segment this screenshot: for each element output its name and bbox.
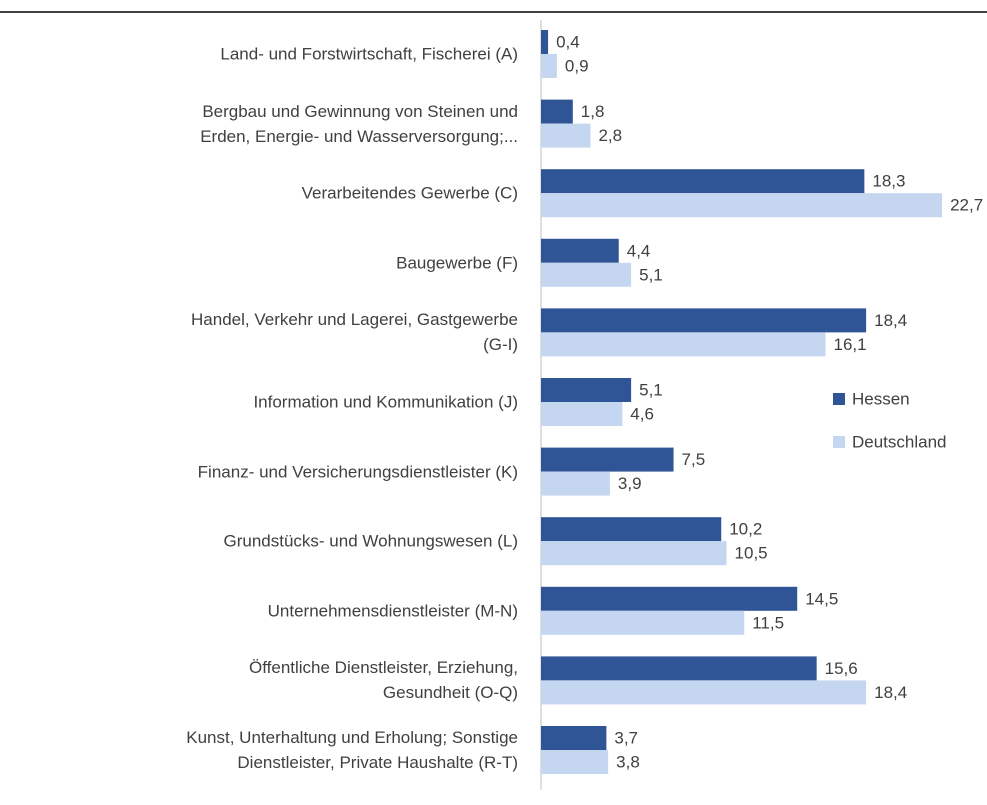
value-label: 14,5 (805, 589, 838, 608)
bar (541, 30, 549, 54)
value-label: 18,4 (874, 311, 907, 330)
category-label: Bergbau und Gewinnung von Steinen und Er… (200, 101, 518, 146)
value-label: 3,7 (614, 728, 638, 747)
bar (541, 680, 867, 705)
value-label: 1,8 (581, 102, 605, 121)
bar (541, 332, 826, 357)
bar (541, 610, 745, 635)
legend-label: Hessen (852, 389, 910, 408)
category-label: Baugewerbe (F) (396, 253, 518, 273)
value-label: 11,5 (752, 613, 784, 632)
bar (541, 541, 727, 566)
value-label: 4,6 (630, 404, 654, 423)
bar (541, 378, 632, 402)
bar (541, 471, 610, 496)
bar (541, 262, 632, 287)
bar (541, 169, 865, 194)
bar (541, 238, 619, 263)
bar (541, 750, 609, 774)
category-label: Öffentliche Dienstleister, Erziehung, Ge… (249, 658, 518, 703)
bar (541, 308, 867, 333)
value-label: 3,8 (616, 752, 640, 771)
value-label: 22,7 (950, 196, 983, 215)
value-label: 2,8 (598, 126, 622, 145)
value-label: 5,1 (639, 380, 663, 399)
legend-swatch (833, 393, 845, 405)
legend-swatch (833, 436, 845, 448)
value-label: 16,1 (833, 335, 866, 354)
value-label: 7,5 (682, 450, 706, 469)
category-label: Unternehmensdienstleister (M-N) (267, 601, 518, 621)
bar (541, 726, 607, 750)
category-label: Information und Kommunikation (J) (253, 392, 518, 412)
bar (541, 193, 943, 218)
legend-label: Deutschland (852, 432, 947, 451)
category-label: Handel, Verkehr und Lagerei, Gastgewerbe… (191, 310, 518, 355)
value-label: 10,2 (729, 520, 762, 539)
value-label: 15,6 (825, 659, 858, 678)
category-label: Finanz- und Versicherungsdienstleister (… (197, 462, 518, 482)
category-label: Kunst, Unterhaltung und Erholung; Sonsti… (186, 728, 518, 772)
bar (541, 656, 817, 681)
bar (541, 123, 591, 148)
value-label: 10,5 (735, 544, 768, 563)
bar (541, 447, 674, 472)
category-label: Verarbeitendes Gewerbe (C) (301, 183, 518, 203)
category-label: Grundstücks- und Wohnungswesen (L) (223, 531, 518, 551)
bar (541, 54, 557, 78)
value-label: 4,4 (627, 241, 651, 260)
bar (541, 586, 798, 611)
category-label: Land- und Forstwirtschaft, Fischerei (A) (220, 44, 518, 64)
value-label: 0,9 (565, 56, 589, 75)
value-label: 18,3 (872, 172, 905, 191)
bar (541, 517, 722, 542)
value-label: 0,4 (556, 32, 580, 51)
bar (541, 402, 623, 426)
bar (541, 99, 573, 124)
value-label: 5,1 (639, 265, 663, 284)
value-label: 3,9 (618, 474, 642, 493)
value-label: 18,4 (874, 683, 907, 702)
